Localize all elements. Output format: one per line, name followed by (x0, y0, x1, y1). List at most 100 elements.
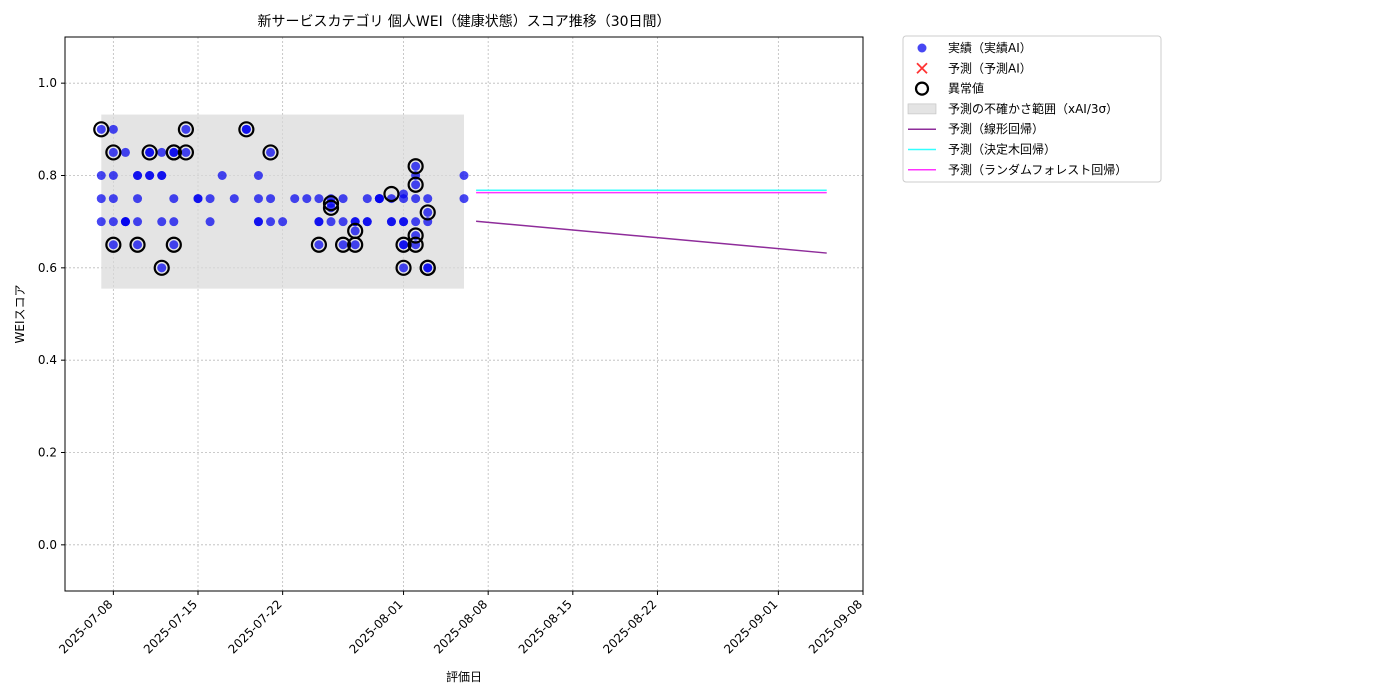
y-tick-label: 0.4 (38, 353, 57, 367)
anomaly-marker (93, 121, 110, 138)
actual-point (253, 171, 263, 180)
actual-point (350, 240, 360, 250)
legend-label-band: 予測の不確かさ範囲（xAI/3σ） (948, 101, 1118, 116)
x-tick-label: 2025-07-15 (141, 597, 200, 656)
actual-point (133, 240, 143, 250)
actual-point (278, 217, 288, 227)
actual-point (157, 147, 167, 157)
actual-point (229, 194, 239, 204)
actual-point (205, 217, 215, 227)
anomaly-marker (129, 236, 146, 253)
actual-point (181, 147, 191, 157)
actual-point (108, 147, 118, 157)
actual-point (145, 147, 155, 157)
actual-point (108, 171, 118, 180)
legend-label-anomaly: 異常値 (948, 81, 984, 96)
y-tick-label: 1.0 (38, 76, 57, 90)
actual-point (338, 194, 348, 204)
anomaly-marker (395, 236, 412, 253)
actual-point (362, 194, 372, 204)
legend-box (902, 35, 1162, 183)
anomaly-marker (177, 144, 195, 161)
anomaly-marker (322, 199, 340, 216)
actual-point (133, 194, 143, 204)
actual-point (266, 217, 276, 227)
actual-point (108, 194, 118, 204)
actual-point (169, 217, 179, 227)
actual-point (326, 217, 336, 227)
actual-point (459, 171, 469, 180)
actual-point (338, 217, 348, 227)
actual-point (120, 147, 130, 157)
anomaly-markers-layer (93, 121, 436, 276)
actual-point (193, 194, 203, 204)
anomaly-marker (419, 259, 436, 276)
anomaly-marker (153, 259, 170, 276)
y-axis-ticks: 0.0 0.2 0.4 0.6 0.8 1.0 (38, 76, 65, 552)
actual-point (411, 161, 421, 171)
x-axis-ticks: 2025-07-08 2025-07-15 2025-07-22 2025-08-01… (56, 591, 865, 656)
plot-frame (64, 36, 864, 592)
actual-point (423, 194, 433, 204)
x-tick-label: 2025-08-15 (516, 597, 575, 656)
actual-point (157, 171, 167, 180)
legend-label-tree: 予測（決定木回帰） (948, 142, 1056, 157)
actual-point (145, 171, 155, 180)
anomaly-marker (322, 195, 340, 212)
y-tick-label: 0.2 (38, 446, 57, 460)
anomaly-marker (177, 121, 195, 138)
actual-point (157, 263, 167, 273)
actual-point (399, 217, 409, 227)
actual-point (108, 217, 118, 227)
actual-point (205, 194, 215, 204)
anomaly-marker (407, 227, 424, 244)
x-tick-label: 2025-07-08 (56, 597, 115, 656)
actual-point (399, 263, 409, 273)
anomaly-marker (238, 121, 255, 138)
actual-point (108, 124, 118, 134)
legend-marker-anomaly (914, 81, 930, 96)
anomaly-marker (395, 259, 412, 276)
actual-point (411, 217, 421, 227)
x-tick-label: 2025-08-08 (431, 597, 490, 656)
anomaly-marker (310, 236, 328, 253)
actual-point (96, 194, 106, 204)
actual-point (96, 171, 106, 180)
actual-point (350, 226, 360, 236)
actual-point (459, 194, 469, 204)
legend-marker-predicted (916, 62, 928, 74)
anomaly-marker (141, 144, 158, 161)
actual-point (169, 194, 179, 204)
anomaly-marker (105, 144, 122, 161)
anomaly-marker (407, 176, 424, 193)
x-tick-label: 2025-08-01 (346, 597, 405, 656)
actual-point (108, 240, 118, 250)
actual-point (362, 217, 372, 227)
x-tick-label: 2025-09-08 (806, 597, 865, 656)
actual-point (338, 240, 348, 250)
x-axis-label: 評価日 (446, 669, 482, 684)
legend-label-forest: 予測（ランダムフォレスト回帰） (948, 162, 1127, 177)
actual-point (290, 194, 300, 204)
actual-point (423, 263, 433, 273)
legend-label-actual: 実績（実績AI） (948, 40, 1032, 55)
actual-point (266, 147, 276, 157)
legend-marker-actual (917, 43, 927, 53)
actual-point (266, 194, 276, 204)
actual-point (217, 171, 227, 180)
actual-point (399, 240, 409, 250)
x-tick-label: 2025-07-22 (226, 597, 285, 656)
regression-lines-layer (476, 189, 827, 254)
actual-point (181, 124, 191, 134)
anomaly-marker (262, 144, 279, 161)
actual-point (253, 194, 263, 204)
y-tick-label: 0.6 (38, 261, 57, 275)
actual-point (96, 124, 106, 134)
actual-point (169, 240, 179, 250)
series-line-linear (476, 220, 827, 254)
y-axis-label: WEIスコア (13, 285, 27, 344)
actual-point (411, 194, 421, 204)
actual-point (120, 217, 130, 227)
